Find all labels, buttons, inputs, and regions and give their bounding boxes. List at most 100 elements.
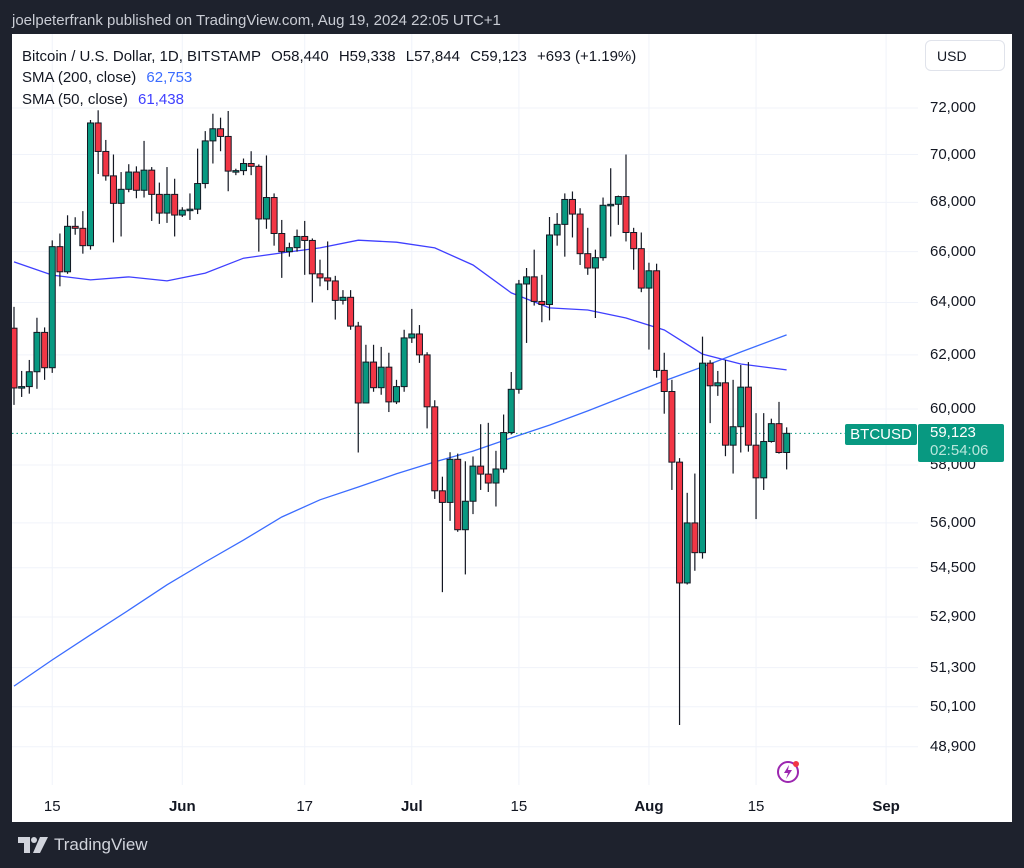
candle-body — [339, 296, 347, 301]
candle — [538, 274, 546, 323]
candle — [217, 117, 225, 152]
candle-body — [454, 458, 462, 531]
candle-body — [576, 213, 584, 255]
candle — [561, 193, 569, 257]
symbol-legend[interactable]: Bitcoin / U.S. Dollar, 1D, BITSTAMP O58,… — [22, 48, 642, 65]
candle-body — [25, 371, 33, 388]
candle — [232, 168, 240, 176]
sma50-legend[interactable]: SMA (50, close) 61,438 — [22, 91, 190, 108]
candle-body — [438, 490, 446, 503]
candle — [79, 211, 87, 254]
last-price: 59,123 — [930, 424, 976, 441]
price-tick-label: 70,000 — [930, 145, 976, 163]
candle-body — [217, 128, 225, 137]
candle-body — [630, 232, 638, 250]
candle-body — [209, 128, 217, 142]
candle-body — [783, 432, 791, 454]
candle-body — [415, 333, 423, 356]
candle-body — [255, 165, 263, 220]
candle — [607, 168, 615, 237]
price-tick-label: 72,000 — [930, 99, 976, 116]
candle — [194, 148, 202, 215]
candle-body — [33, 331, 41, 373]
candle — [132, 166, 140, 199]
time-tick-label: Aug — [634, 798, 664, 815]
candle — [316, 259, 324, 287]
candle-body — [523, 276, 531, 285]
candle — [523, 267, 531, 343]
candle — [423, 352, 431, 429]
time-tick-label: Sep — [872, 798, 900, 815]
sma200-legend[interactable]: SMA (200, close) 62,753 — [22, 69, 198, 86]
candle — [148, 167, 156, 221]
candle-body — [64, 225, 72, 273]
candle-body — [324, 277, 332, 282]
candle-body — [148, 169, 156, 195]
candle-body — [660, 369, 668, 392]
candle — [500, 414, 508, 473]
candle — [477, 424, 485, 490]
candle-body — [56, 246, 64, 273]
lightning-icon[interactable] — [775, 757, 803, 785]
candle-body — [714, 382, 722, 387]
candle — [614, 195, 622, 225]
candle-body — [18, 386, 26, 389]
price-tick-label: 56,000 — [930, 513, 976, 531]
candle — [576, 208, 584, 265]
price-tick-label: 52,900 — [930, 607, 976, 625]
price-tick-label: 51,300 — [930, 658, 976, 676]
candle-body — [530, 276, 538, 302]
candle-body — [706, 362, 714, 387]
candle-body — [362, 361, 370, 404]
sma200-value: 62,753 — [146, 69, 193, 86]
candle — [454, 453, 462, 532]
brand-name: TradingView — [54, 835, 148, 854]
candle — [599, 197, 607, 261]
candle — [668, 379, 676, 490]
grid — [12, 34, 918, 785]
price-tick-label: 48,900 — [930, 737, 976, 755]
price-tick-label: 50,100 — [930, 697, 976, 715]
candle — [408, 308, 416, 343]
candle — [102, 139, 110, 181]
candle — [660, 352, 668, 414]
candle — [209, 113, 217, 164]
candle-body — [186, 208, 194, 212]
candle-body — [278, 232, 286, 253]
candle-body — [744, 386, 752, 446]
price-tick-label: 66,000 — [930, 242, 976, 260]
candle-body — [538, 300, 546, 306]
currency-button[interactable]: USD — [925, 40, 1005, 71]
candle — [41, 327, 49, 380]
candle-body — [546, 234, 553, 306]
candle-body — [561, 198, 569, 225]
candle — [431, 400, 439, 499]
plot-area — [12, 110, 845, 725]
candle — [362, 344, 370, 404]
candle-body — [737, 386, 745, 428]
candle — [683, 492, 691, 585]
candle — [484, 422, 492, 492]
candle-body — [637, 248, 645, 289]
candle — [492, 450, 500, 507]
candle — [94, 110, 102, 174]
candle — [64, 215, 72, 274]
price-tick-label: 54,500 — [930, 558, 976, 576]
candle — [270, 193, 278, 246]
candle-body — [622, 196, 630, 234]
candle — [324, 241, 332, 291]
candle-body — [461, 500, 469, 531]
candle — [752, 413, 760, 520]
candle-body — [201, 140, 209, 185]
time-tick-label: 15 — [43, 798, 61, 815]
candle-body — [385, 366, 393, 403]
candle — [775, 401, 783, 454]
candle — [285, 242, 293, 257]
candle-body — [48, 246, 56, 369]
tradingview-logo[interactable]: TradingView — [18, 835, 148, 855]
candle — [354, 321, 362, 453]
candle — [293, 229, 301, 252]
candle — [469, 456, 477, 515]
sma200-label: SMA (200, close) — [22, 69, 137, 86]
